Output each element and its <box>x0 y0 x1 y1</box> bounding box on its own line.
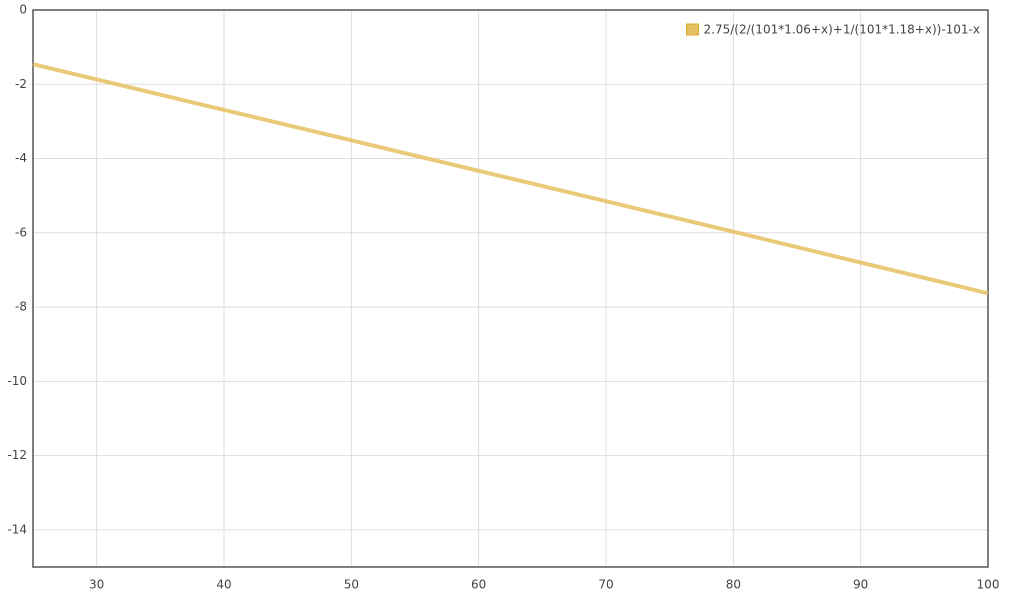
x-tick-label: 90 <box>853 578 868 592</box>
y-tick-label: -4 <box>15 151 27 165</box>
legend-swatch <box>686 23 699 36</box>
y-tick-label: 0 <box>19 3 27 17</box>
plot-frame <box>32 9 989 568</box>
y-tick-label: -12 <box>7 448 27 462</box>
x-tick-label: 80 <box>726 578 741 592</box>
x-tick-label: 70 <box>598 578 613 592</box>
legend-label: 2.75/(2/(101*1.06+x)+1/(101*1.18+x))-101… <box>704 23 981 37</box>
y-tick-label: -10 <box>7 374 27 388</box>
x-tick-label: 30 <box>89 578 104 592</box>
x-tick-label: 100 <box>977 578 1000 592</box>
y-tick-label: -2 <box>15 77 27 91</box>
x-tick-label: 50 <box>344 578 359 592</box>
y-tick-label: -6 <box>15 225 27 239</box>
x-tick-label: 40 <box>216 578 231 592</box>
y-tick-label: -14 <box>7 522 27 536</box>
y-tick-label: -8 <box>15 300 27 314</box>
x-tick-label: 60 <box>471 578 486 592</box>
data-line <box>32 62 989 296</box>
